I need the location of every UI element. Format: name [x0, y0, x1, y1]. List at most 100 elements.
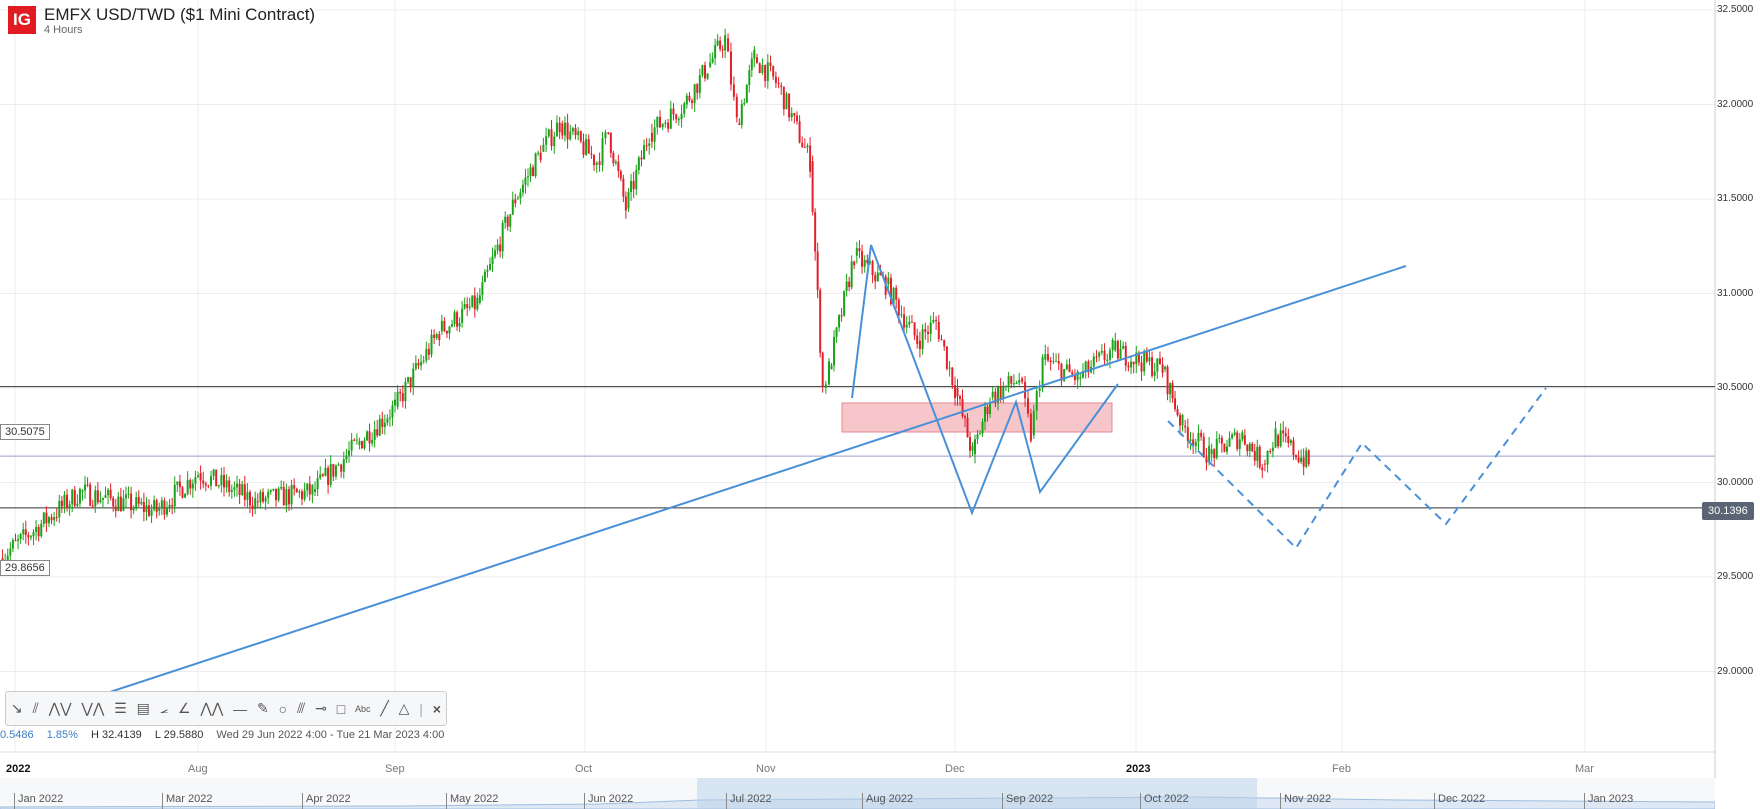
candle-body: [1279, 430, 1282, 447]
pitchfork-tool-icon[interactable]: ⫻: [296, 700, 306, 716]
candle-body: [1038, 388, 1041, 391]
candle-body: [1277, 435, 1280, 447]
candle-body: [417, 363, 420, 366]
candle-body: [727, 38, 730, 52]
trend-arrow-tool-icon[interactable]: ↘: [10, 700, 23, 716]
navigator-label: Jul 2022: [726, 793, 772, 809]
candle-body: [35, 526, 38, 532]
candle-body: [438, 334, 441, 340]
candle-body: [14, 540, 17, 542]
candle-body: [220, 475, 223, 486]
candle-body: [1176, 409, 1179, 416]
parallel-channel-tool-icon[interactable]: ⫽: [32, 700, 39, 716]
candle-body: [945, 346, 948, 369]
interval-label: 4 Hours: [44, 24, 83, 36]
candle-body: [780, 85, 783, 87]
circle-tool-icon[interactable]: ○: [278, 700, 288, 717]
candle-body: [1026, 398, 1029, 414]
navigator-label: Dec 2022: [1434, 793, 1485, 809]
candle-body: [672, 108, 675, 115]
close-toolbar-button[interactable]: ×: [432, 700, 441, 717]
candle-body: [582, 141, 585, 155]
candle-body: [1289, 440, 1292, 443]
candle-body: [267, 491, 270, 498]
candle-body: [186, 480, 189, 494]
candle-body: [1148, 357, 1151, 362]
elliott-wave-tool-icon[interactable]: ⋀⋀: [200, 700, 224, 716]
candle-body: [78, 488, 81, 504]
trend-line: [109, 265, 1407, 693]
stats-line: 0.5486 1.85% H 32.4139 L 29.5880 Wed 29 …: [0, 729, 454, 741]
drawing-toolbar: ↘ ⫽ ⋀⋁ ⋁⋀ ☰ ▤ ⦟ ∠ ⋀⋀ — ✎ ○ ⫻ ⊸ □ Abc ╱ △ | ×: [5, 691, 447, 726]
ruler-tool-icon[interactable]: ✎: [257, 700, 269, 716]
candle-body: [1041, 357, 1044, 389]
candle-body: [91, 505, 94, 507]
candle-body: [348, 450, 351, 456]
candle-body: [427, 348, 430, 355]
candle-body: [937, 321, 940, 340]
candle-body: [300, 491, 303, 500]
candle-body: [350, 439, 353, 451]
candle-body: [838, 315, 841, 328]
candle-body: [524, 177, 527, 185]
candle-body: [1130, 361, 1133, 368]
zigzag-tool-icon[interactable]: ⋀⋁: [48, 700, 72, 716]
candle-body: [984, 406, 987, 422]
candle-body: [137, 497, 140, 504]
candle-body: [1200, 432, 1203, 437]
navigator-label: Mar 2022: [162, 793, 212, 809]
fibonacci-fan-tool-icon[interactable]: ▤: [136, 700, 150, 716]
candle-body: [627, 192, 630, 209]
rectangle-tool-icon[interactable]: □: [336, 700, 346, 717]
candle-body: [94, 490, 97, 507]
line-tool-icon[interactable]: ╱: [380, 700, 389, 716]
candle-body: [316, 478, 319, 490]
candle-body: [1307, 450, 1310, 465]
candle-body: [261, 492, 264, 502]
candle-body: [217, 485, 220, 487]
candle-body: [706, 73, 709, 79]
candle-body: [1145, 350, 1148, 362]
candle-body: [1137, 352, 1140, 363]
candle-body: [1065, 364, 1068, 370]
candle-body: [342, 459, 345, 472]
candle-body: [127, 493, 130, 495]
candle-body: [29, 536, 32, 538]
candle-body: [241, 484, 244, 496]
fibonacci-retracement-tool-icon[interactable]: ☰: [114, 700, 127, 716]
candle-body: [481, 282, 484, 296]
horizontal-line-tool-icon[interactable]: —: [233, 700, 248, 717]
candle-body: [714, 45, 717, 59]
candle-body: [1132, 361, 1135, 365]
text-tool-icon[interactable]: Abc: [355, 703, 371, 714]
candle-body: [269, 490, 272, 492]
angle-tool-icon[interactable]: ∠: [177, 700, 191, 716]
candle-body: [1002, 386, 1005, 399]
candle-body: [321, 474, 324, 476]
candle-body: [1189, 439, 1192, 441]
candle-body: [790, 113, 793, 118]
candle-body: [386, 418, 389, 423]
candle-body: [45, 512, 48, 524]
pattern-tool-icon[interactable]: ⋁⋀: [81, 700, 105, 716]
candle-body: [340, 464, 343, 472]
gann-fan-tool-icon[interactable]: ⦟: [159, 700, 169, 716]
candle-body: [691, 100, 694, 104]
candle-body: [1114, 340, 1117, 351]
candle-body: [935, 319, 938, 322]
candle-body: [577, 131, 580, 136]
candle-body: [73, 489, 76, 506]
candle-body: [816, 251, 819, 291]
candle-body: [514, 199, 517, 204]
candle-body: [587, 139, 590, 154]
candle-body: [598, 161, 601, 165]
triangle-tool-icon[interactable]: △: [398, 700, 410, 716]
candle-body: [473, 295, 476, 310]
candle-body: [943, 340, 946, 347]
candle-body: [563, 122, 566, 136]
navigator[interactable]: Jan 2022 Mar 2022 Apr 2022 May 2022 Jun 2022…: [0, 778, 1715, 809]
candle-body: [1263, 463, 1266, 465]
path-tool-icon[interactable]: ⊸: [315, 700, 327, 716]
candle-body: [971, 445, 974, 451]
